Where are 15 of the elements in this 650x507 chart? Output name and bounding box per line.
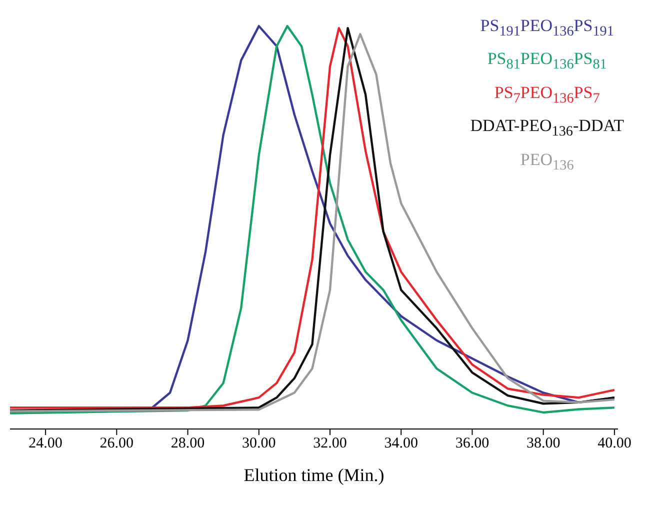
text: PS$_{7}$PEO$_{136}$PS$_{7}$ xyxy=(493,82,601,108)
text: PEO$_{136}$ xyxy=(519,150,575,174)
x-tick-label: 34.00 xyxy=(384,436,418,452)
x-tick-label: 36.00 xyxy=(455,436,490,452)
text: PS$_{191}$PEO$_{136}$PS$_{191}$ xyxy=(479,16,615,40)
x-tick-label: 40.00 xyxy=(598,436,632,452)
x-tick-label: 26.00 xyxy=(100,436,134,452)
x-tick-label: 32.00 xyxy=(313,436,347,452)
x-tick-label: 24.00 xyxy=(28,436,62,452)
text: DDAT-PEO$_{136}$-DDAT xyxy=(470,116,624,141)
x-tick-label: 28.00 xyxy=(170,436,205,452)
text: PS$_{81}$PEO$_{136}$PS$_{81}$ xyxy=(486,49,608,74)
x-tick-label: 38.00 xyxy=(526,436,560,452)
x-tick-label: 30.00 xyxy=(242,436,276,452)
x-axis-title: Elution time (Min.) xyxy=(244,465,384,485)
